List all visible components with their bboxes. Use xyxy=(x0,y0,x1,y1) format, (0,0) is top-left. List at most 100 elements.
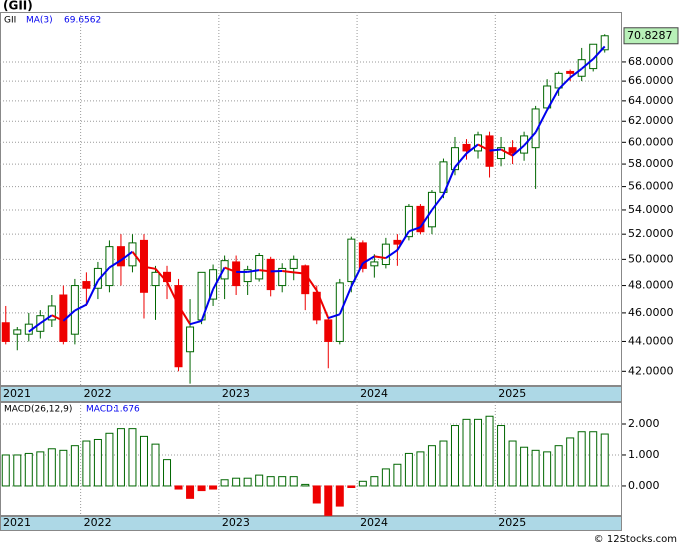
macd-value: 1.676 xyxy=(114,405,140,415)
bar xyxy=(532,450,539,486)
bar xyxy=(521,447,528,486)
bar xyxy=(175,486,182,489)
macd-name: MACD: xyxy=(86,405,116,415)
x-tick-label: 2023 xyxy=(222,387,250,400)
bar xyxy=(279,477,286,486)
candle-body xyxy=(152,272,159,285)
price-panel xyxy=(1,13,622,386)
x-tick-label: 2025 xyxy=(498,516,526,529)
bar xyxy=(117,429,124,486)
ma-line xyxy=(259,270,271,271)
candle-body xyxy=(475,135,482,151)
bar xyxy=(94,439,101,485)
x-tick-label: 2024 xyxy=(360,387,388,400)
bar xyxy=(463,419,470,486)
candle-body xyxy=(290,259,297,268)
x-tick-label: 2022 xyxy=(84,387,112,400)
bar xyxy=(71,446,78,486)
bar xyxy=(451,426,458,486)
bar xyxy=(14,455,21,486)
bar xyxy=(290,477,297,486)
bar xyxy=(233,478,240,486)
y-tick-label: 62.0000 xyxy=(628,114,674,127)
x-tick-label: 2021 xyxy=(3,516,31,529)
candle-body xyxy=(567,71,574,73)
ma-value: 69.6562 xyxy=(64,16,101,26)
bar xyxy=(567,438,574,486)
bar xyxy=(221,480,228,486)
bar xyxy=(140,436,147,486)
bar xyxy=(267,477,274,486)
x-tick-label: 2021 xyxy=(3,387,31,400)
ticker: GII xyxy=(4,16,16,26)
y-tick-label: 42.0000 xyxy=(628,364,674,377)
bar xyxy=(509,441,516,486)
bar xyxy=(244,478,251,486)
macd-panel xyxy=(1,403,622,516)
y-tick-label: 66.0000 xyxy=(628,74,674,87)
y-tick-label: 44.0000 xyxy=(628,334,674,347)
y-tick-label: 2.000 xyxy=(628,417,660,430)
candle-body xyxy=(325,320,332,342)
y-tick-label: 50.0000 xyxy=(628,252,674,265)
watermark: © 12Stocks.com xyxy=(594,534,677,545)
bar xyxy=(428,446,435,486)
bar xyxy=(152,444,159,486)
bar xyxy=(106,433,113,486)
candle-body xyxy=(221,261,228,279)
bar xyxy=(544,452,551,486)
bar xyxy=(25,453,32,486)
ma-line xyxy=(490,150,502,151)
candle-body xyxy=(14,330,21,334)
y-tick-label: 46.0000 xyxy=(628,306,674,319)
x-tick-label: 2022 xyxy=(84,516,112,529)
bar xyxy=(198,486,205,491)
bar xyxy=(313,486,320,503)
candle-body xyxy=(302,266,309,294)
bar xyxy=(48,449,55,486)
y-tick-label: 68.0000 xyxy=(628,55,674,68)
bar xyxy=(2,455,9,486)
bar xyxy=(555,446,562,486)
candle-body xyxy=(83,282,90,289)
candle-body xyxy=(2,323,9,342)
y-tick-label: 64.0000 xyxy=(628,94,674,107)
bar xyxy=(60,450,67,486)
bar xyxy=(417,452,424,486)
ma-line xyxy=(294,272,306,273)
bar xyxy=(164,460,171,486)
last-price: 70.8287 xyxy=(627,29,673,42)
candle-body xyxy=(233,262,240,286)
candle-body xyxy=(256,256,263,279)
y-tick-label: 1.000 xyxy=(628,448,660,461)
x-tick-label: 2024 xyxy=(360,516,388,529)
bar xyxy=(382,469,389,486)
bar xyxy=(486,416,493,486)
ma-name: MA(3) xyxy=(26,16,53,26)
candle-body xyxy=(348,239,355,281)
y-tick-label: 56.0000 xyxy=(628,180,674,193)
ma-line xyxy=(282,271,294,272)
candle-body xyxy=(382,244,389,264)
bar xyxy=(325,486,332,515)
bar xyxy=(371,477,378,486)
bar xyxy=(37,452,44,486)
y-tick-label: 54.0000 xyxy=(628,203,674,216)
bar xyxy=(129,429,136,486)
bar xyxy=(601,434,608,486)
bar xyxy=(256,475,263,486)
y-tick-label: 48.0000 xyxy=(628,279,674,292)
candle-body xyxy=(463,144,470,150)
candle-body xyxy=(371,262,378,266)
bar xyxy=(210,486,217,489)
bar xyxy=(578,432,585,486)
candle-body xyxy=(267,259,274,289)
bar xyxy=(394,464,401,486)
candle-body xyxy=(394,240,401,244)
bar xyxy=(302,484,309,486)
bar xyxy=(348,486,355,488)
x-tick-label: 2025 xyxy=(498,387,526,400)
bar xyxy=(359,481,366,486)
y-tick-label: 60.0000 xyxy=(628,135,674,148)
candle-body xyxy=(175,286,182,367)
